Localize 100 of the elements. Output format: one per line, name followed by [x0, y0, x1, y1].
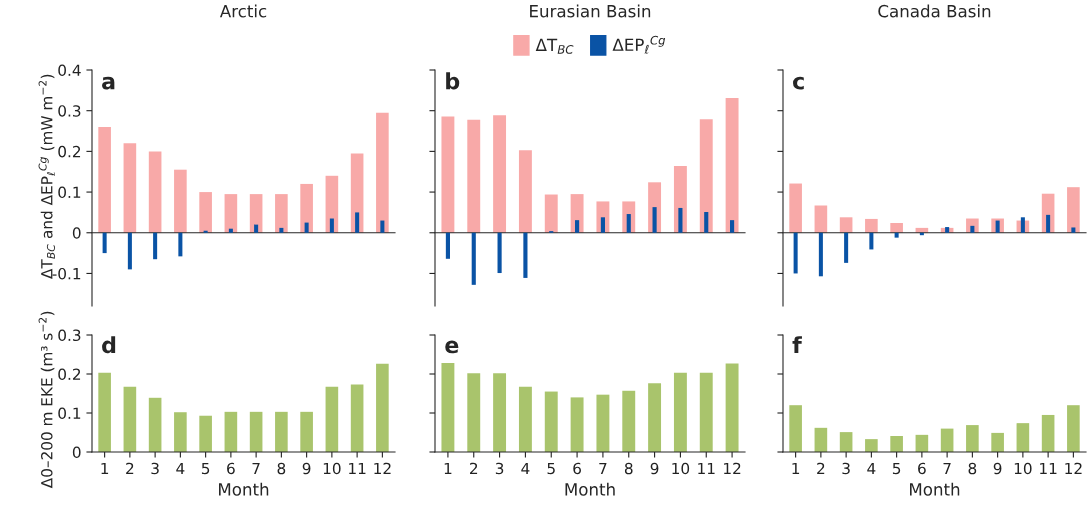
bar: [575, 220, 580, 233]
y-tick-label: 0.3: [58, 105, 81, 117]
bar: [178, 232, 183, 257]
x-tick-label: 5: [547, 462, 555, 475]
bar: [1067, 405, 1080, 452]
bar: [596, 394, 610, 452]
bar: [376, 112, 389, 233]
bar: [445, 232, 450, 259]
bar: [518, 386, 532, 452]
bar: [818, 232, 823, 277]
x-tick-label: 3: [151, 462, 159, 475]
chart-title: Canada Basin: [878, 4, 991, 18]
bar: [249, 194, 263, 233]
x-tick-label: 8: [968, 462, 977, 475]
bar: [673, 372, 687, 452]
x-tick-label: 1: [101, 462, 109, 475]
bar: [148, 151, 162, 233]
y-tick-label: 0.2: [58, 145, 81, 158]
y-tick-label: 0.4: [58, 64, 81, 77]
chart-title: Eurasian Basin: [530, 4, 651, 18]
x-tick-label: 12: [724, 462, 741, 475]
bar: [355, 212, 360, 233]
bar: [793, 232, 798, 274]
bar: [894, 232, 899, 238]
bar: [98, 126, 111, 233]
bar: [102, 232, 107, 254]
bar: [254, 224, 259, 233]
bar: [600, 217, 605, 233]
bar: [844, 232, 849, 263]
bar: [199, 415, 212, 452]
annotation: f: [792, 336, 802, 354]
bar: [865, 218, 878, 233]
bar: [699, 372, 713, 452]
bar: [441, 363, 455, 452]
x-tick-label: 11: [698, 462, 715, 475]
x-tick-label: 1: [444, 462, 452, 475]
bar: [1020, 217, 1025, 233]
bar: [224, 411, 238, 452]
y-tick-label: 0: [72, 446, 81, 459]
bar: [678, 207, 683, 233]
x-tick-label: 8: [624, 462, 633, 475]
y-axis-title: Δ0–200 m EKE (m³ s$^{−2}$): [38, 311, 55, 489]
x-tick-label: 2: [817, 462, 825, 475]
y-tick-label: 0.1: [58, 407, 81, 420]
bar: [493, 373, 507, 452]
x-tick-label: 5: [892, 462, 901, 475]
x-tick-label: 5: [201, 462, 210, 475]
bar: [970, 225, 975, 233]
x-tick-label: 7: [252, 462, 260, 475]
bar: [376, 363, 389, 452]
annotation: e: [445, 340, 459, 354]
bar: [890, 222, 903, 233]
bar: [174, 169, 187, 233]
bar: [869, 232, 874, 250]
x-tick-label: 7: [943, 462, 951, 475]
bar: [699, 119, 713, 233]
bar: [275, 411, 288, 452]
bar: [865, 439, 878, 452]
bar: [174, 412, 187, 452]
x-tick-label: 10: [672, 462, 690, 475]
bar: [518, 150, 532, 233]
bar: [1046, 214, 1051, 233]
bar: [544, 194, 558, 233]
bar: [350, 384, 364, 452]
bar: [325, 175, 339, 233]
bar: [945, 227, 950, 233]
bar: [626, 214, 631, 233]
x-tick-label: 3: [495, 462, 504, 475]
x-tick-label: 12: [374, 462, 391, 475]
x-tick-label: 3: [842, 462, 850, 475]
x-axis-title: Month: [219, 482, 269, 496]
bar: [991, 432, 1004, 452]
x-tick-label: 2: [470, 462, 478, 475]
bar: [523, 232, 528, 278]
bar: [890, 436, 903, 452]
bar: [648, 383, 662, 452]
x-tick-label: 6: [573, 462, 581, 475]
x-tick-label: 10: [1014, 462, 1032, 475]
bar: [228, 228, 233, 233]
bar: [153, 232, 158, 260]
x-tick-label: 2: [126, 462, 134, 475]
y-tick-label: 0.2: [58, 368, 81, 381]
bar: [839, 217, 853, 233]
bar: [789, 183, 802, 233]
x-tick-label: 4: [176, 462, 185, 475]
legend-label: ΔEP$_{ℓ}$$^{Cg}$: [612, 35, 666, 54]
bar: [497, 232, 502, 274]
bar: [380, 220, 385, 233]
bar: [725, 98, 739, 233]
bar: [275, 194, 288, 233]
bar: [471, 232, 476, 285]
bar: [839, 432, 853, 452]
bar: [725, 363, 739, 452]
annotation: b: [446, 72, 460, 90]
annotation: a: [102, 76, 115, 90]
annotation: c: [793, 76, 804, 90]
bar: [148, 397, 162, 452]
bar: [224, 194, 238, 233]
bar: [544, 391, 558, 452]
bar: [98, 372, 111, 452]
